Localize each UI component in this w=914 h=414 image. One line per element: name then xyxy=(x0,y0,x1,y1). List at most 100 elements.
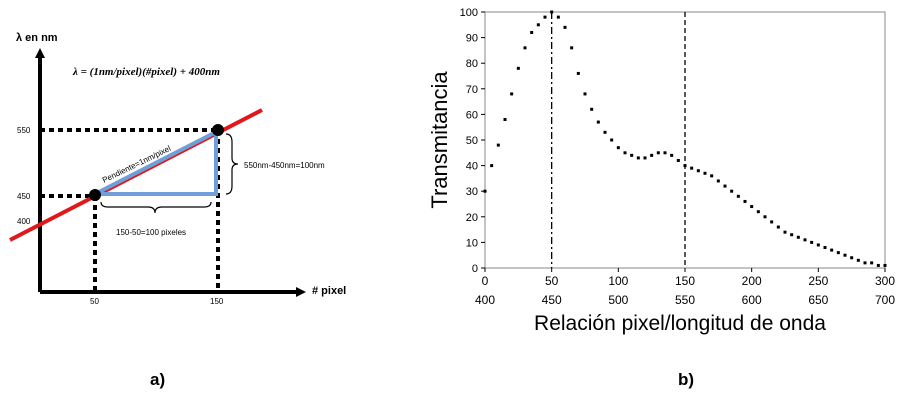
data-point xyxy=(743,199,747,203)
brace-delta-lambda xyxy=(225,133,239,195)
delta-lambda-label: 550nm-450nm=100nm xyxy=(244,161,325,170)
x-tick-label-secondary: 700 xyxy=(875,293,895,307)
data-point xyxy=(543,15,547,19)
tick-label-450: 450 xyxy=(17,192,31,201)
tick-label-150: 150 xyxy=(210,297,224,306)
data-point xyxy=(723,184,727,188)
panel-a-y-axis-label: λ en nm xyxy=(16,32,58,44)
panel-a: λ en nm # pixel λ = (1nm/pixel)(#pixel) … xyxy=(9,32,346,389)
y-tick-label: 50 xyxy=(466,135,478,147)
data-point xyxy=(616,146,620,150)
data-point xyxy=(810,240,814,244)
y-tick-label: 80 xyxy=(466,58,478,70)
panel-a-x-axis-label: # pixel xyxy=(312,285,346,297)
y-tick-label: 20 xyxy=(466,212,478,224)
x-tick-label: 50 xyxy=(545,274,559,288)
brace-delta-pixel xyxy=(100,201,212,214)
data-point xyxy=(556,15,560,19)
x-tick-label-secondary: 650 xyxy=(808,293,828,307)
data-point xyxy=(516,66,520,70)
data-point xyxy=(550,10,554,14)
data-point xyxy=(670,153,674,157)
data-point xyxy=(623,151,627,155)
panel-b: 0 10 20 30 40 50 60 70 80 90 100 0 400 50 450 100 500 15… xyxy=(427,7,895,389)
data-point xyxy=(503,118,507,122)
x-tick-label-secondary: 550 xyxy=(675,293,695,307)
y-tick-label: 100 xyxy=(460,7,478,19)
data-point xyxy=(776,225,780,229)
y-tick-label: 90 xyxy=(466,33,478,45)
data-point xyxy=(770,220,774,224)
data-point xyxy=(863,261,867,265)
data-point xyxy=(850,256,854,260)
y-ticks: 0 10 20 30 40 50 60 70 80 90 100 xyxy=(460,7,485,275)
data-point xyxy=(630,153,634,157)
data-point xyxy=(676,158,680,162)
data-point xyxy=(596,120,600,124)
y-tick-label: 10 xyxy=(466,237,478,249)
slope-triangle xyxy=(94,128,218,196)
tick-label-550: 550 xyxy=(17,126,31,135)
x-tick-label-secondary: 500 xyxy=(608,293,628,307)
data-point xyxy=(730,189,734,193)
tick-label-400: 400 xyxy=(17,217,31,226)
x-tick-label: 300 xyxy=(875,274,895,288)
data-point xyxy=(656,151,660,155)
slope-label: Pendiente=1nm/pixel xyxy=(101,144,173,185)
y-tick-label: 60 xyxy=(466,109,478,121)
data-point xyxy=(710,174,714,178)
data-point xyxy=(823,246,827,250)
y-tick-label: 70 xyxy=(466,84,478,96)
point-50-450 xyxy=(89,189,101,201)
data-point xyxy=(843,253,847,257)
x-tick-label: 200 xyxy=(742,274,762,288)
data-points xyxy=(483,10,887,267)
x-tick-label: 0 xyxy=(482,274,489,288)
panel-a-equation: λ = (1nm/pixel)(#pixel) + 400nm xyxy=(72,66,220,78)
data-point xyxy=(536,23,540,27)
data-point xyxy=(663,151,667,155)
data-point xyxy=(796,235,800,239)
x-tick-label-secondary: 400 xyxy=(475,293,495,307)
tick-label-50: 50 xyxy=(90,297,99,306)
caption-b: b) xyxy=(678,370,694,389)
data-point xyxy=(876,263,880,267)
data-point xyxy=(603,130,607,134)
delta-pixel-label: 150-50=100 pixeles xyxy=(116,228,186,237)
x-axis-title: Relación pixel/longitud de onda xyxy=(534,312,826,335)
data-point xyxy=(570,46,574,50)
data-point xyxy=(510,92,514,96)
data-point xyxy=(736,194,740,198)
data-point xyxy=(816,243,820,247)
data-point xyxy=(530,30,534,34)
y-axis-title: Transmitancia xyxy=(427,71,452,209)
x-tick-label-secondary: 600 xyxy=(742,293,762,307)
data-point xyxy=(523,46,527,50)
x-ticks: 0 400 50 450 100 500 150 550 200 600 250 650 300 700 xyxy=(475,268,895,307)
data-point xyxy=(750,205,754,209)
data-point xyxy=(803,238,807,242)
data-point xyxy=(830,248,834,252)
data-point xyxy=(883,263,887,267)
data-point xyxy=(763,215,767,219)
x-tick-label: 250 xyxy=(808,274,828,288)
x-tick-label: 100 xyxy=(608,274,628,288)
data-point xyxy=(683,164,687,168)
x-tick-label: 150 xyxy=(675,274,695,288)
data-point xyxy=(563,25,567,29)
data-point xyxy=(703,171,707,175)
data-point xyxy=(716,179,720,183)
y-tick-label: 0 xyxy=(472,263,478,275)
data-point xyxy=(643,156,647,160)
data-point xyxy=(790,233,794,237)
y-tick-label: 30 xyxy=(466,186,478,198)
point-150-550 xyxy=(212,124,224,136)
data-point xyxy=(650,153,654,157)
data-point xyxy=(590,107,594,111)
data-point xyxy=(496,143,500,147)
data-point xyxy=(696,169,700,173)
y-tick-label: 40 xyxy=(466,161,478,173)
data-point xyxy=(856,258,860,262)
data-point xyxy=(870,261,874,265)
